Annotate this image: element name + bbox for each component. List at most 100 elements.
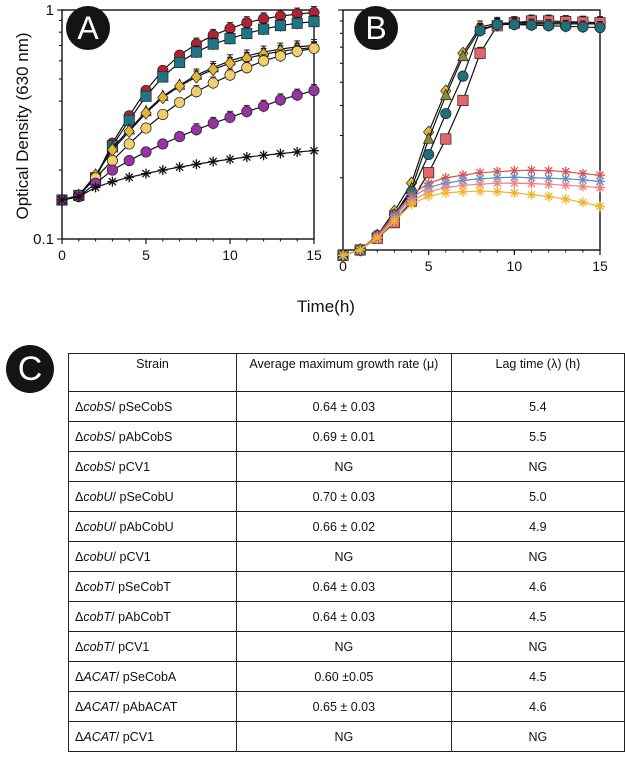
data-point-star xyxy=(57,195,67,206)
lag-time-cell: NG xyxy=(450,541,625,572)
strain-cell: ΔACAT/ pCV1 xyxy=(68,721,237,752)
data-point-square xyxy=(308,16,320,28)
strain-cell: ΔcobU/ pCV1 xyxy=(68,541,237,572)
growth-parameters-table: Strain Average maximum growth rate (μ) L… xyxy=(68,353,625,752)
data-point-circle xyxy=(140,146,152,158)
data-point-circle xyxy=(560,20,572,32)
star-stroke xyxy=(544,174,553,183)
strain-delta: Δ xyxy=(75,669,84,684)
data-point-circle xyxy=(106,155,118,167)
star-stroke xyxy=(510,166,519,175)
star-stroke xyxy=(596,202,604,211)
series-line xyxy=(342,169,601,256)
data-point-star xyxy=(241,152,252,163)
strain-delta: Δ xyxy=(75,399,84,414)
panel-label-a: A xyxy=(66,6,110,50)
data-point-triangle xyxy=(457,49,469,62)
table-row: ΔcobU/ pCV1 NG NG xyxy=(68,541,625,572)
data-point-star xyxy=(492,178,503,189)
data-point-square xyxy=(224,33,236,45)
x-tick-label: 15 xyxy=(592,258,608,274)
strain-plasmid: / pAbCobS xyxy=(111,429,173,444)
growth-rate-cell: 0.69 ± 0.01 xyxy=(235,421,452,452)
growth-rate-cell: NG xyxy=(235,721,452,752)
star-stroke xyxy=(578,169,587,178)
data-point-diamond xyxy=(207,62,219,77)
star-stroke xyxy=(458,181,467,190)
data-point-star xyxy=(509,187,520,198)
data-point-circle xyxy=(157,108,169,120)
star-stroke xyxy=(293,147,302,156)
strain-plasmid: / pCV1 xyxy=(112,549,151,564)
star-stroke xyxy=(544,166,553,175)
lag-time-cell: 4.6 xyxy=(450,691,625,722)
data-point-circle xyxy=(274,50,286,62)
data-point-star xyxy=(355,245,366,255)
lag-time-cell: NG xyxy=(450,631,625,662)
strain-gene: cobU xyxy=(83,519,113,534)
strain-gene: cobT xyxy=(83,639,112,654)
star-stroke xyxy=(74,192,83,201)
data-point-circle xyxy=(224,111,236,123)
data-point-star xyxy=(577,197,588,208)
star-stroke xyxy=(578,175,587,184)
strain-cell: ΔACAT/ pAbACAT xyxy=(68,691,237,722)
star-stroke xyxy=(108,177,117,186)
strain-gene: cobT xyxy=(83,579,112,594)
strain-gene: cobT xyxy=(83,609,112,624)
data-point-circle xyxy=(440,108,452,120)
star-stroke xyxy=(510,188,519,197)
data-point-square xyxy=(258,23,270,35)
data-point-star xyxy=(423,190,434,201)
plot-frame xyxy=(342,9,601,251)
data-point-circle xyxy=(207,117,219,129)
data-point-square xyxy=(274,20,286,32)
data-point-star xyxy=(492,166,503,177)
data-point-circle xyxy=(308,42,320,54)
data-point-star xyxy=(372,233,383,244)
series-line xyxy=(342,176,601,256)
strain-plasmid: / pSeCobT xyxy=(111,579,171,594)
strain-delta: Δ xyxy=(75,579,84,594)
strain-gene: ACAT xyxy=(83,699,116,714)
star-stroke xyxy=(561,181,570,190)
star-stroke xyxy=(458,187,467,196)
star-stroke xyxy=(276,149,285,158)
table-row: ΔACAT/ pSeCobA 0.60 ±0.05 4.5 xyxy=(68,661,625,692)
strain-plasmid: / pAbCobT xyxy=(111,609,171,624)
data-point-star xyxy=(292,146,303,157)
data-point-star xyxy=(208,156,219,167)
growth-rate-cell: 0.64 ± 0.03 xyxy=(235,601,452,632)
data-point-circle xyxy=(423,148,435,161)
data-point-triangle xyxy=(440,88,452,101)
data-point-square xyxy=(207,38,219,50)
data-point-circle xyxy=(190,124,202,136)
star-stroke xyxy=(476,187,485,196)
data-point-circle xyxy=(291,89,303,101)
star-stroke xyxy=(493,179,502,188)
star-stroke xyxy=(510,179,519,188)
lag-time-cell: 5.4 xyxy=(450,391,625,422)
data-point-star xyxy=(543,191,554,202)
data-point-circle xyxy=(258,13,270,25)
star-stroke xyxy=(407,200,416,209)
data-point-circle xyxy=(525,19,538,31)
growth-rate-cell: 0.65 ± 0.03 xyxy=(235,691,452,722)
data-point-star xyxy=(577,168,588,179)
table-row: ΔcobU/ pAbCobU 0.66 ± 0.02 4.9 xyxy=(68,511,625,542)
data-point-diamond xyxy=(190,70,203,84)
data-point-star xyxy=(595,170,605,181)
data-point-diamond xyxy=(140,106,152,120)
data-point-circle xyxy=(594,22,606,34)
series-line xyxy=(342,23,600,256)
data-point-diamond xyxy=(157,90,169,105)
series-line xyxy=(61,47,315,201)
strain-delta: Δ xyxy=(75,699,84,714)
growth-rate-cell: NG xyxy=(235,631,452,662)
x-tick-label: 10 xyxy=(507,258,523,274)
strain-delta: Δ xyxy=(75,609,84,624)
star-stroke xyxy=(561,167,570,176)
data-point-square xyxy=(457,94,469,106)
data-point-square xyxy=(140,90,152,102)
star-stroke xyxy=(242,153,251,162)
